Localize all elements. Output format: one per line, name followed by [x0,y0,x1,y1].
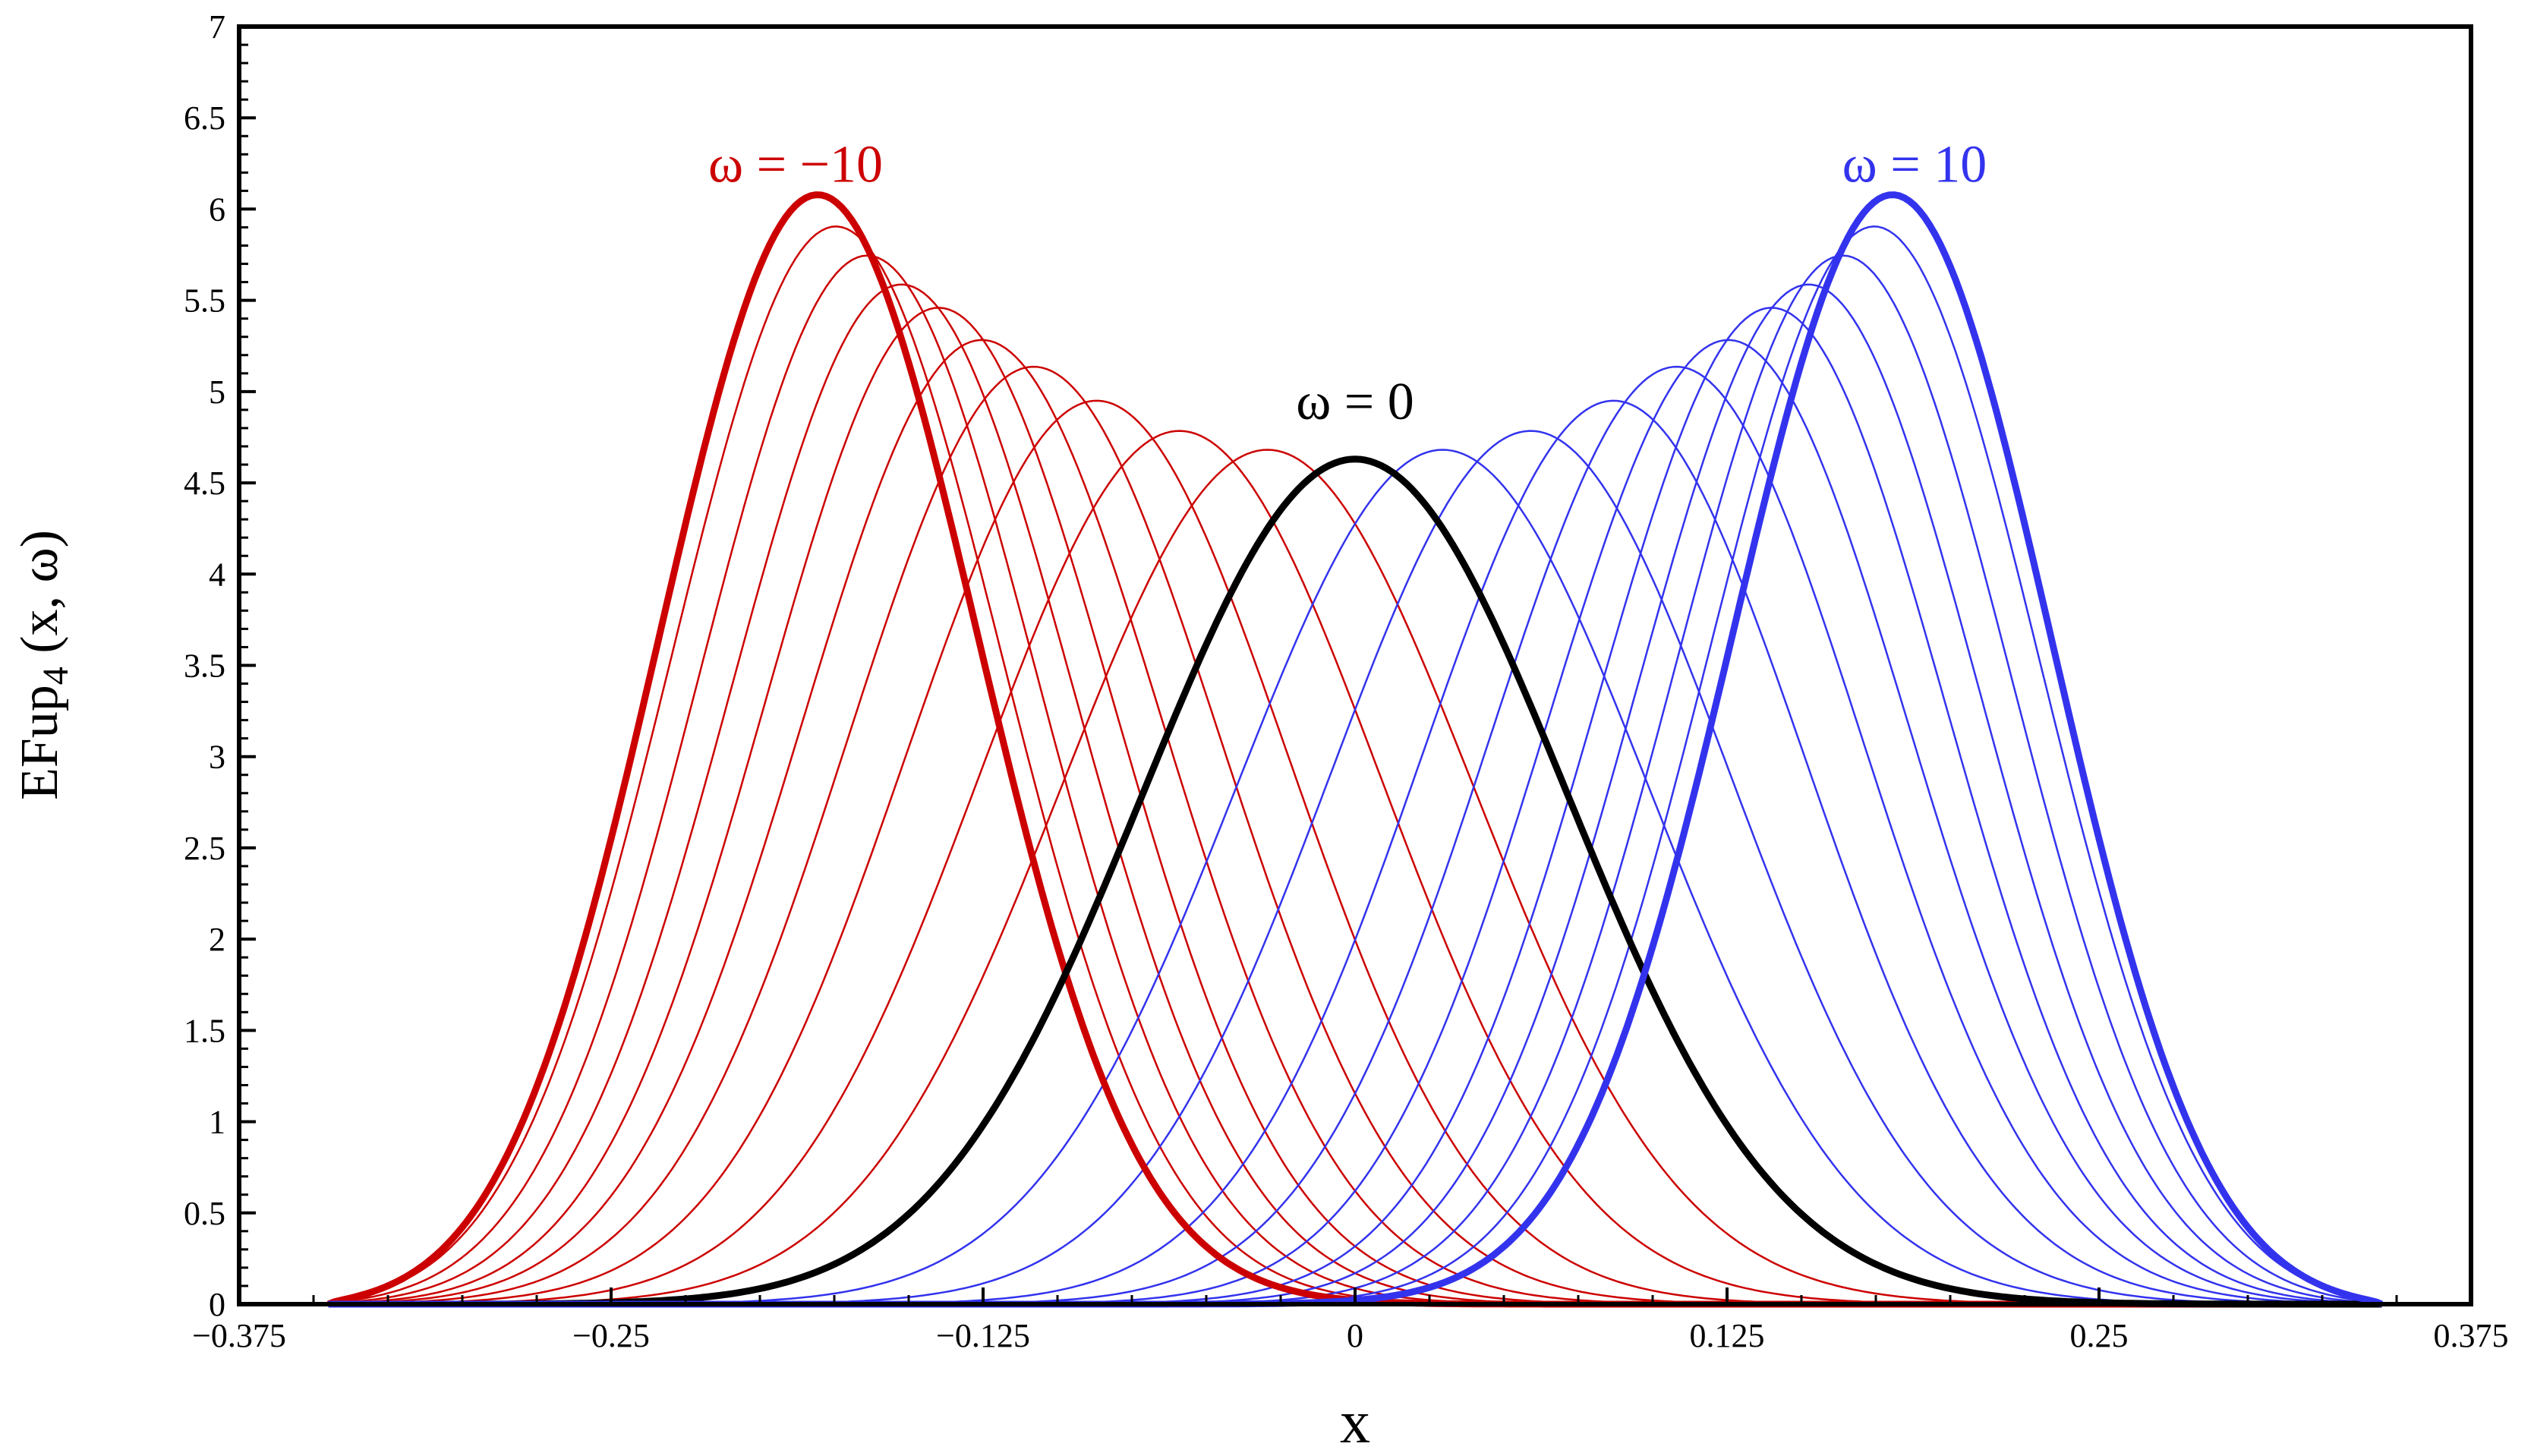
annotation-label: ω = −10 [708,135,883,194]
y-tick-label: 2.5 [184,830,225,867]
y-axis-title-tail: (x, ω) [11,530,69,667]
y-tick-label: 1 [209,1104,225,1141]
x-axis-title: x [1340,1389,1370,1456]
series-line-omega-4 [328,365,2382,1306]
series-line-omega-3 [328,399,2382,1306]
series-line-omega-neg10 [326,191,2382,1308]
y-tick-label: 0 [209,1286,225,1323]
curves-layer [326,191,2384,1308]
y-tick-label: 7 [209,8,225,46]
series-line-omega-10 [328,191,2384,1308]
plot-frame [237,24,2473,1306]
series-line-omega-neg4 [328,365,2382,1306]
series-line-omega-1 [328,449,2382,1306]
x-tick-label: −0.125 [936,1317,1030,1354]
series-line-omega-neg3 [328,399,2382,1306]
annotation-label: ω = 0 [1296,373,1414,431]
y-tick-label: 1.5 [184,1012,225,1049]
series-line-omega-2 [328,430,2382,1306]
y-tick-label: 3.5 [184,648,225,685]
y-axis-title-main: EFup [11,685,69,800]
y-tick-label: 0.5 [184,1195,225,1232]
y-tick-label: 4.5 [184,465,225,502]
y-axis-ticks: 0 0.5 1 1.5 2 2.5 3 3.5 4 4.5 5 5.5 6 6.5 7 [184,8,256,1323]
y-tick-label: 3 [209,739,225,776]
series-line-omega-0 [328,455,2382,1308]
annotations-layer: ω = −10 ω = 0 ω = 10 [708,135,1987,431]
y-axis-title: EFup4 (x, ω) [11,530,76,800]
x-tick-label: 0.25 [2070,1317,2129,1354]
series-line-omega-neg2 [328,430,2382,1306]
x-tick-label: 0.125 [1690,1317,1765,1354]
y-tick-label: 6 [209,191,225,228]
x-axis-ticks: −0.375 −0.25 −0.125 0 0.125 0.25 0.375 [192,1287,2509,1354]
series-line-omega-neg1 [328,449,2382,1306]
y-tick-label: 4 [209,556,225,593]
y-tick-label: 5.5 [184,282,225,320]
y-tick-label: 5 [209,373,225,411]
y-tick-label: 6.5 [184,99,225,137]
x-tick-label: 0 [1347,1317,1363,1354]
y-tick-label: 2 [209,921,225,958]
y-axis-title-subscript: 4 [36,667,76,685]
x-tick-label: −0.25 [572,1317,650,1354]
x-tick-label: −0.375 [192,1317,286,1354]
annotation-label: ω = 10 [1842,135,1987,194]
x-tick-label: 0.375 [2434,1317,2509,1354]
